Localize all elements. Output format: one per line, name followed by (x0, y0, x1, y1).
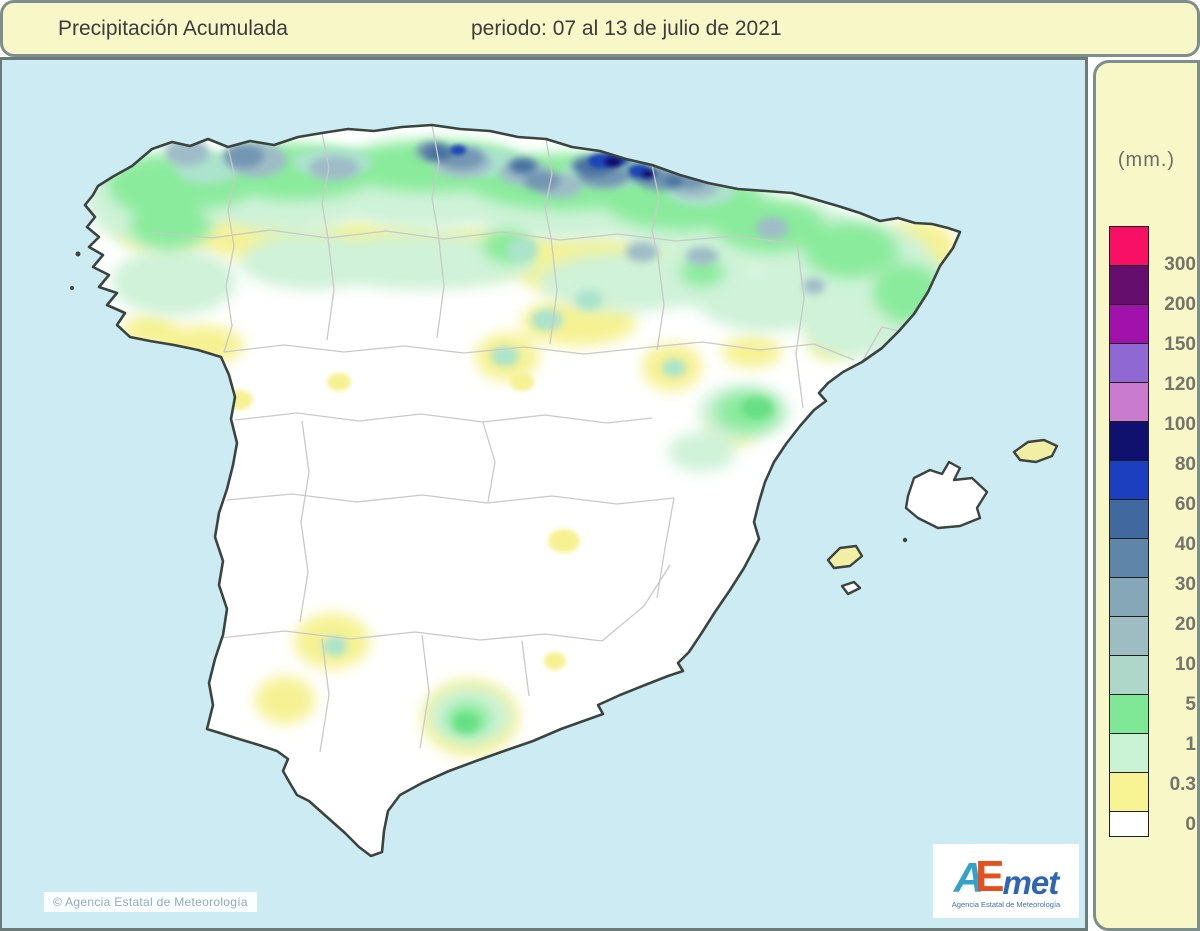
island-ibiza (826, 544, 864, 570)
legend-scale-label: 20 (1174, 614, 1196, 635)
island-formentera (840, 580, 862, 596)
legend-swatch (1109, 811, 1149, 837)
legend-colorbar (1109, 226, 1149, 837)
legend-scale-label: 0 (1185, 814, 1196, 835)
legend-swatch (1109, 655, 1149, 695)
legend-scale-label: 100 (1164, 414, 1196, 435)
island-menorca (1012, 438, 1059, 464)
spain-precipitation-map (2, 60, 1085, 928)
province-borders (151, 124, 900, 753)
legend-scale-label: 150 (1164, 334, 1196, 355)
legend-swatch (1109, 265, 1149, 305)
legend-scale-label: 1 (1185, 734, 1196, 755)
legend-swatch (1109, 694, 1149, 734)
aemet-letter-e: E (975, 852, 1005, 901)
legend-scale-label: 40 (1174, 534, 1196, 555)
legend-swatch (1109, 304, 1149, 344)
legend-scale-label: 200 (1164, 294, 1196, 315)
legend-scale-label: 60 (1174, 494, 1196, 515)
precipitation-layers (85, 138, 960, 756)
legend-swatch (1109, 460, 1149, 500)
legend-scale-label: 80 (1174, 454, 1196, 475)
legend-swatch (1109, 382, 1149, 422)
precip-green-cores (453, 397, 773, 733)
legend-swatch (1109, 421, 1149, 461)
legend-swatch (1109, 616, 1149, 656)
legend-unit-label: (mm.) (1117, 149, 1176, 171)
galicia-islet (75, 251, 81, 257)
aemet-letter-a: A (953, 854, 985, 901)
legend-panel: (mm.) 300 200 150 120 100 80 60 40 30 20 10 5 1 0.3 0 (1093, 60, 1200, 931)
legend-scale-label: 300 (1164, 254, 1196, 275)
precip-navy-layer (605, 157, 654, 178)
balearic-islands (826, 438, 1059, 596)
legend-scale-label: 0.3 (1169, 774, 1196, 795)
island-cabrera (902, 537, 908, 543)
legend-swatch (1109, 772, 1149, 812)
copyright-note: © Agencia Estatal de Meteorología (44, 892, 257, 912)
legend-swatch (1109, 499, 1149, 539)
island-mallorca (904, 460, 989, 530)
legend-scale-label: 10 (1174, 654, 1196, 675)
title-bar: Precipitación Acumulada periodo: 07 al 1… (0, 0, 1200, 57)
period-label: periodo: 07 al 13 de julio de 2021 (471, 17, 782, 40)
legend-scale-label: 30 (1174, 574, 1196, 595)
legend-swatch (1109, 538, 1149, 578)
spain-coastline (83, 123, 962, 858)
legend-swatch (1109, 226, 1149, 266)
aemet-logo-subtitle: Agencia Estatal de Meteorología (951, 900, 1061, 909)
legend-swatch (1109, 343, 1149, 383)
legend-swatch (1109, 733, 1149, 773)
page-title: Precipitación Acumulada (58, 17, 288, 40)
aemet-letters-met: met (1002, 864, 1060, 901)
legend-scale-label: 120 (1164, 374, 1196, 395)
legend-swatch (1109, 577, 1149, 617)
galicia-islet (70, 286, 74, 290)
legend-scale-label: 5 (1185, 694, 1196, 715)
